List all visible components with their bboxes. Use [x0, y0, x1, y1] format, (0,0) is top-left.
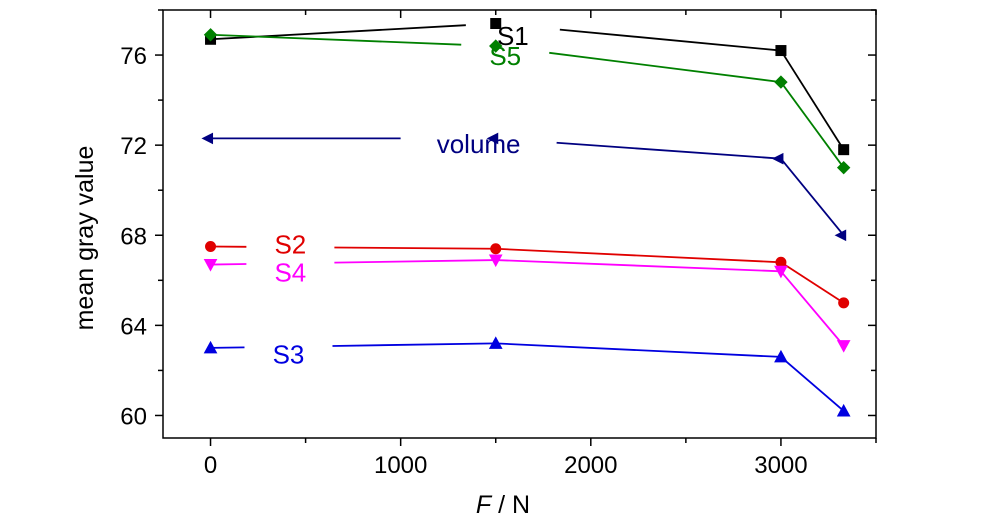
x-axis-title-unit: / N	[491, 491, 530, 519]
data-point-s4-3330	[836, 340, 851, 353]
data-point-volume-3330	[834, 229, 847, 242]
series-line-segment	[780, 270, 845, 347]
x-tick-label: 1000	[374, 452, 427, 479]
data-point-s3-3000	[774, 349, 788, 363]
series-label-s1: S1	[497, 21, 529, 51]
data-point-s5-3330	[836, 160, 851, 175]
data-point-volume-1500	[486, 132, 499, 145]
series-layer	[201, 18, 851, 417]
data-point-s4-3000	[774, 265, 788, 279]
series-label-volume: volume	[437, 129, 521, 159]
y-tick-label: 72	[120, 133, 147, 160]
y-tick-label: 76	[120, 43, 147, 70]
series-label-s3: S3	[273, 340, 305, 370]
series-label-s5: S5	[489, 41, 521, 71]
series-line-segment	[780, 356, 845, 412]
y-axis-title: mean gray value	[71, 146, 99, 331]
data-point-s3-0	[203, 340, 218, 354]
data-point-s3-1500	[488, 336, 503, 349]
data-point-s1-3330	[838, 144, 850, 156]
y-tick-label: 60	[120, 403, 147, 430]
series-line-segment	[780, 261, 845, 304]
series-line-segment	[495, 259, 781, 273]
ticks: 0 1000 2000 3000 60 64 68 72 76	[120, 9, 877, 479]
series-line-segment	[556, 141, 781, 160]
x-axis-title: F / N	[476, 491, 530, 519]
series-s3	[203, 336, 851, 417]
series-line-segment	[780, 158, 845, 236]
series-line-segment	[210, 346, 245, 349]
data-point-s4-1500	[488, 254, 503, 268]
series-line-segment	[210, 33, 462, 46]
series-line-segment	[334, 259, 496, 264]
series-volume	[201, 132, 847, 242]
data-point-s2-3000	[775, 256, 787, 268]
x-tick-label: 0	[204, 452, 217, 479]
series-s4	[203, 254, 851, 353]
data-point-s1-3000	[775, 45, 787, 57]
series-line-segment	[210, 263, 247, 266]
data-point-s1-1500	[490, 18, 502, 30]
series-line-segment	[780, 81, 845, 169]
data-point-s2-1500	[490, 243, 502, 255]
series-s5	[203, 28, 851, 175]
y-tick-label: 64	[120, 313, 147, 340]
data-point-volume-3000	[771, 152, 784, 165]
data-point-s5-0	[203, 28, 218, 42]
series-line-segment	[334, 246, 496, 250]
series-line-segment	[495, 247, 781, 264]
series-s2	[205, 241, 850, 309]
series-label-s2: S2	[274, 229, 306, 259]
x-tick-label: 3000	[754, 452, 807, 479]
data-point-s2-0	[205, 241, 217, 253]
data-point-s5-1500	[489, 39, 503, 53]
series-line-segment	[332, 342, 496, 347]
y-tick-label: 68	[120, 223, 147, 250]
x-axis-title-variable: F	[476, 491, 493, 519]
series-label-s4: S4	[274, 257, 306, 287]
data-point-s5-3000	[774, 75, 788, 89]
series-line-segment	[495, 342, 781, 358]
data-point-s2-3330	[838, 297, 850, 309]
data-point-s3-3330	[836, 403, 851, 417]
data-point-volume-0	[201, 132, 214, 145]
plot-frame	[162, 9, 877, 439]
series-line-segment	[549, 51, 782, 83]
series-line-segment	[559, 28, 782, 52]
series-line-segment	[780, 50, 845, 151]
data-point-s4-0	[203, 259, 218, 272]
x-tick-label: 2000	[564, 452, 617, 479]
